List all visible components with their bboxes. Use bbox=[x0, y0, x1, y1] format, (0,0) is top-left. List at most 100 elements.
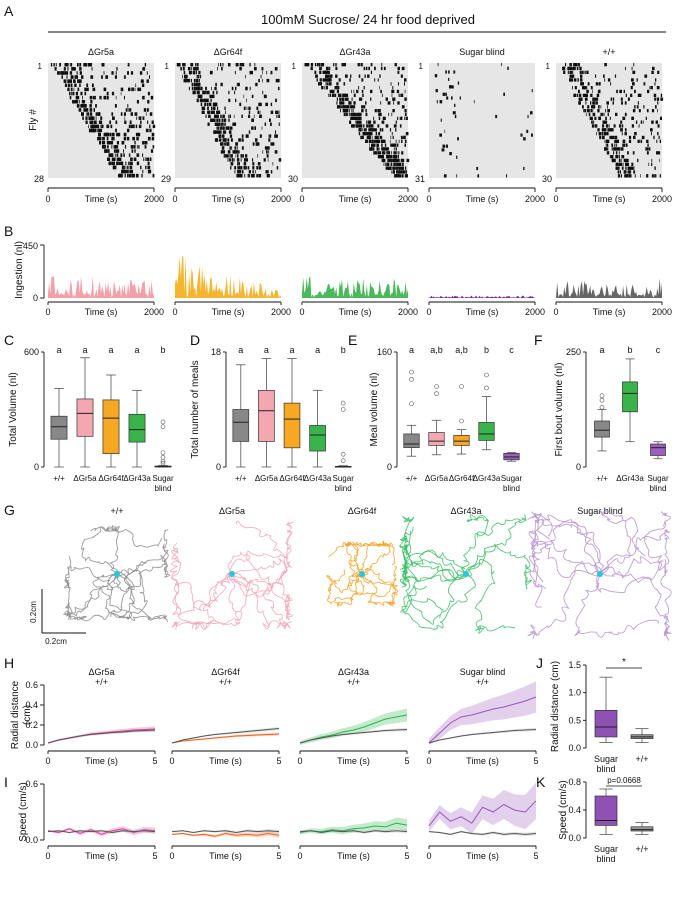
box-ytick-label: 0 bbox=[34, 462, 39, 472]
raster-lick bbox=[342, 97, 344, 101]
raster-lick bbox=[116, 157, 119, 161]
raster-lick bbox=[141, 79, 144, 83]
raster-lick bbox=[380, 66, 383, 71]
raster-lick bbox=[610, 155, 614, 159]
raster-lick bbox=[275, 134, 277, 138]
raster-lick bbox=[211, 118, 215, 122]
raster-lick bbox=[116, 149, 119, 153]
box-category-label: Sugar bbox=[594, 844, 618, 854]
raster-lick bbox=[112, 157, 116, 161]
raster-lick bbox=[196, 63, 199, 67]
raster-lick bbox=[628, 139, 632, 143]
trajectory-group-label: ΔGr64f bbox=[348, 506, 377, 516]
raster-lick bbox=[615, 147, 618, 151]
box-significance-letter: a bbox=[238, 345, 243, 355]
raster-lick bbox=[58, 71, 60, 75]
raster-lick bbox=[149, 157, 152, 161]
raster-lick bbox=[400, 116, 403, 120]
raster-lick bbox=[325, 74, 328, 78]
raster-lick bbox=[401, 93, 403, 97]
raster-lick bbox=[223, 150, 225, 154]
raster-lick bbox=[222, 114, 225, 118]
raster-lick bbox=[405, 166, 407, 170]
raster-lick bbox=[345, 105, 349, 109]
trajectory-trace bbox=[398, 545, 467, 625]
line-xtick-label: 0 bbox=[297, 756, 302, 766]
raster-lick bbox=[85, 116, 88, 120]
raster-lick bbox=[619, 162, 623, 166]
raster-lick bbox=[335, 66, 338, 71]
raster-lick bbox=[592, 97, 595, 101]
raster-lick bbox=[101, 75, 103, 79]
raster-lick bbox=[274, 134, 277, 138]
raster-lick bbox=[131, 169, 133, 174]
raster-lick bbox=[336, 82, 339, 86]
trajectory-trace bbox=[527, 562, 602, 639]
raster-lick bbox=[381, 158, 384, 163]
raster-lick bbox=[237, 158, 240, 162]
raster-lick bbox=[114, 153, 116, 157]
line-xlabel: Time (s) bbox=[466, 851, 499, 861]
raster-lick bbox=[341, 101, 344, 105]
raster-xlabel: Time (s) bbox=[593, 194, 626, 204]
raster-lick bbox=[404, 97, 407, 101]
raster-lick bbox=[370, 97, 372, 101]
raster-lick bbox=[259, 114, 262, 118]
raster-lick bbox=[224, 138, 227, 142]
raster-lick bbox=[563, 70, 565, 74]
raster-lick bbox=[266, 70, 268, 75]
raster-lick bbox=[195, 82, 198, 87]
raster-lick bbox=[241, 134, 244, 138]
raster-lick bbox=[70, 91, 72, 96]
trajectory-trace bbox=[574, 573, 659, 638]
raster-lick bbox=[241, 138, 244, 142]
raster-lick bbox=[235, 98, 237, 103]
raster-lick bbox=[97, 128, 100, 133]
raster-lick bbox=[219, 110, 221, 114]
raster-lick bbox=[375, 132, 378, 136]
trajectory-trace bbox=[231, 572, 294, 621]
raster-lick bbox=[353, 93, 356, 97]
box-body bbox=[594, 710, 618, 738]
raster-lick bbox=[609, 155, 611, 159]
raster-lick bbox=[613, 147, 615, 151]
box-significance-letter: b bbox=[484, 345, 489, 355]
raster-lick bbox=[572, 66, 574, 71]
raster-lick bbox=[261, 126, 263, 130]
raster-lick bbox=[106, 124, 110, 129]
raster-xlabel: Time (s) bbox=[85, 194, 118, 204]
raster-lick bbox=[388, 166, 390, 170]
raster-lick bbox=[278, 114, 280, 118]
raster-lick bbox=[193, 70, 195, 75]
raster-lick bbox=[216, 118, 219, 122]
raster-lick bbox=[94, 95, 96, 100]
trajectory-trace bbox=[531, 514, 601, 608]
raster-lick bbox=[390, 82, 392, 86]
line-series bbox=[299, 729, 408, 744]
raster-lick bbox=[183, 70, 186, 75]
raster-lick bbox=[94, 128, 97, 133]
raster-lick bbox=[327, 78, 329, 82]
raster-lick bbox=[604, 139, 606, 143]
raster-lick bbox=[224, 106, 226, 110]
raster-lick bbox=[400, 135, 403, 140]
raster-lick bbox=[123, 75, 125, 79]
raster-lick bbox=[115, 128, 117, 133]
raster-lick bbox=[130, 71, 134, 75]
raster-lick bbox=[321, 63, 325, 67]
raster-lick bbox=[110, 124, 113, 129]
raster-lick bbox=[401, 174, 404, 178]
trajectory-trace bbox=[116, 529, 169, 593]
raster-lick bbox=[329, 93, 332, 97]
box-category-label: blind bbox=[335, 484, 352, 493]
raster-lick bbox=[606, 143, 609, 147]
box-significance-letter: a bbox=[315, 345, 320, 355]
raster-lick bbox=[361, 135, 364, 140]
line-xtick-label: 5 bbox=[152, 756, 157, 766]
raster-lick bbox=[324, 78, 326, 82]
raster-lick bbox=[603, 112, 605, 117]
raster-lick bbox=[207, 122, 210, 126]
raster-lick bbox=[625, 158, 628, 163]
box-significance-letter: a,b bbox=[455, 345, 468, 355]
ingestion-area bbox=[556, 278, 662, 298]
